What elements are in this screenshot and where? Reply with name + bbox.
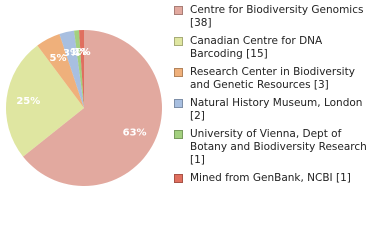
legend-label: Research Center in Biodiversity and Gene… [190,66,355,91]
legend-item: Research Center in Biodiversity and Gene… [174,66,374,92]
slice-label: 1% [70,47,87,58]
pie-slice [74,30,84,108]
legend-item: Centre for Biodiversity Genomics [38] [174,4,374,30]
legend-swatch [174,130,183,139]
legend-swatch [174,174,183,183]
legend-label: University of Vienna, Dept of Botany and… [190,128,367,166]
legend-swatch [174,37,183,46]
legend-label: Natural History Museum, London [2] [190,97,363,122]
slice-label: 63% [123,127,147,138]
pie-slice [59,30,84,108]
legend-label: Centre for Biodiversity Genomics [38] [190,4,364,29]
legend-item: Canadian Centre for DNA Barcoding [15] [174,35,374,61]
slice-label: 5% [50,53,67,64]
slice-label: 25% [16,96,40,107]
legend-swatch [174,6,183,15]
pie-slice [23,30,162,187]
legend-label: Canadian Centre for DNA Barcoding [15] [190,35,323,60]
legend-swatch [174,99,183,108]
legend-item: Natural History Museum, London [2] [174,97,374,123]
legend-item: Mined from GenBank, NCBI [1] [174,172,374,185]
pie-slice [79,30,84,108]
pie-slice [5,45,84,157]
pie-chart: 63% 25% 5%3%1%1% [5,30,162,187]
legend: Centre for Biodiversity Genomics [38] Can… [174,4,374,190]
legend-label: Mined from GenBank, NCBI [1] [190,172,351,184]
pie-slice [37,33,84,109]
slice-label: 3% [63,48,80,59]
slice-label: 1% [74,47,91,58]
legend-swatch [174,68,183,77]
legend-item: University of Vienna, Dept of Botany and… [174,128,374,167]
